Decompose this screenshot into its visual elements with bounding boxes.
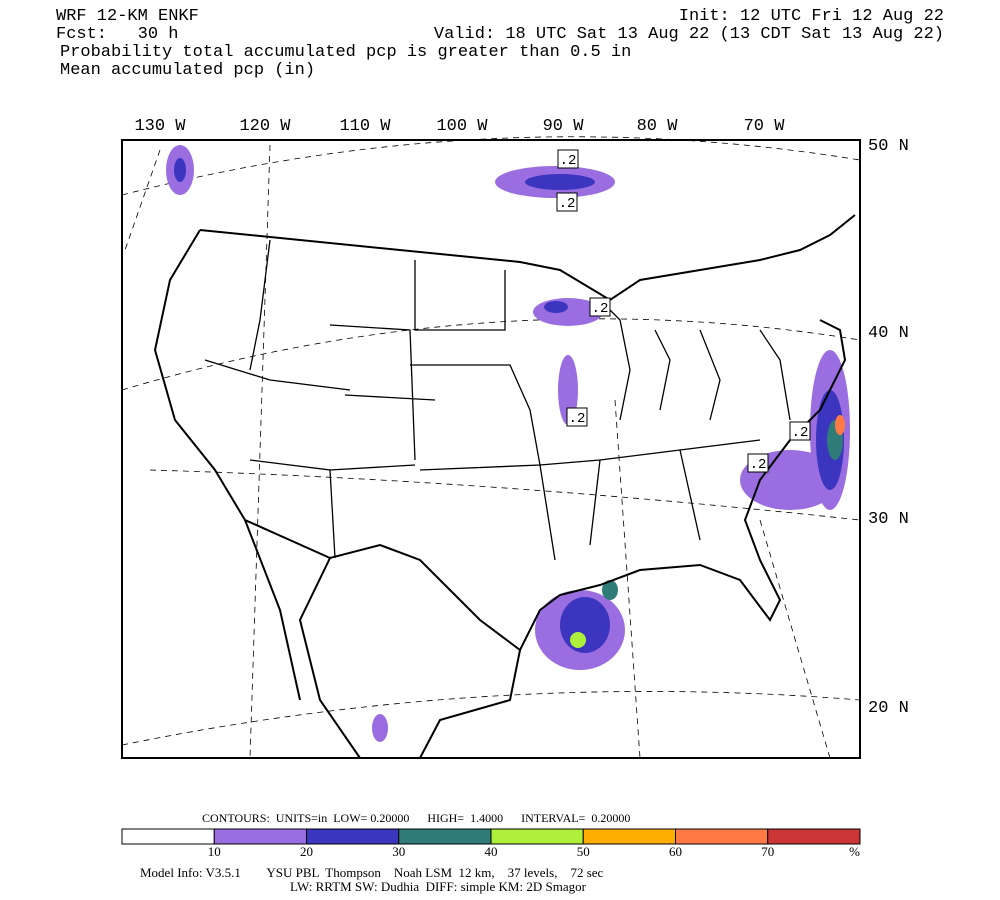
lat-label: 50 N [868,137,909,156]
color-label: 50 [577,844,590,859]
contour-label: .2 [560,153,577,169]
color-label: 40 [485,844,498,859]
lon-label: 130 W [134,117,186,136]
boundaries [153,214,856,759]
model: WRF 12-KM ENKF [56,7,199,26]
contour-label: .2 [592,301,609,317]
color-swatch [490,828,584,845]
graticule [121,136,861,759]
field: Probability total accumulated pcp is gre… [60,43,631,62]
lon-label: 90 W [543,117,585,136]
valid: Valid: 18 UTC Sat 13 Aug 22 (13 CDT Sat … [434,25,944,44]
color-swatch [398,828,492,845]
lon-label: 70 W [744,117,786,136]
contour-label-box [589,297,611,317]
contour-label-box [566,407,588,427]
footer-line2: LW: RRTM SW: Dudhia DIFF: simple KM: 2D … [290,879,587,894]
contour-label: .2 [750,457,767,473]
color-label: 20 [300,844,313,859]
color-swatch [675,828,769,845]
lon-label: 80 W [637,117,679,136]
color-swatch [582,828,676,845]
color-label: 60 [669,844,682,859]
forecast: Fcst: 30 h [56,25,178,44]
contour-label: .2 [792,425,809,441]
contour-label-box [789,421,811,441]
lat-label: 20 N [868,699,909,718]
map [121,136,861,759]
color-swatch [767,828,861,845]
contour-label: .2 [559,196,576,212]
color-label: % [849,844,860,859]
color-label: 70 [761,844,774,859]
contour-label-box [557,149,579,169]
color-swatch [213,828,307,845]
precip [166,145,850,742]
color-label: 10 [208,844,221,859]
contour-info: CONTOURS: UNITS=in LOW= 0.20000 HIGH= 1.… [202,811,630,825]
color-swatch [121,828,215,845]
footer-line1: Model Info: V3.5.1 YSU PBL Thompson Noah… [140,865,604,880]
map-frame [121,139,861,759]
overlay: Mean accumulated pcp (in) [60,61,315,80]
color-swatch [306,828,400,845]
contour-label-box [747,453,769,473]
contour-label: .2 [569,411,586,427]
lon-label: 100 W [436,117,488,136]
contour-label-box [556,192,578,212]
lat-label: 30 N [868,510,909,529]
lon-label: 120 W [239,117,291,136]
lon-label: 110 W [339,117,391,136]
color-label: 30 [392,844,405,859]
lat-label: 40 N [868,324,909,343]
init: Init: 12 UTC Fri 12 Aug 22 [679,7,944,26]
